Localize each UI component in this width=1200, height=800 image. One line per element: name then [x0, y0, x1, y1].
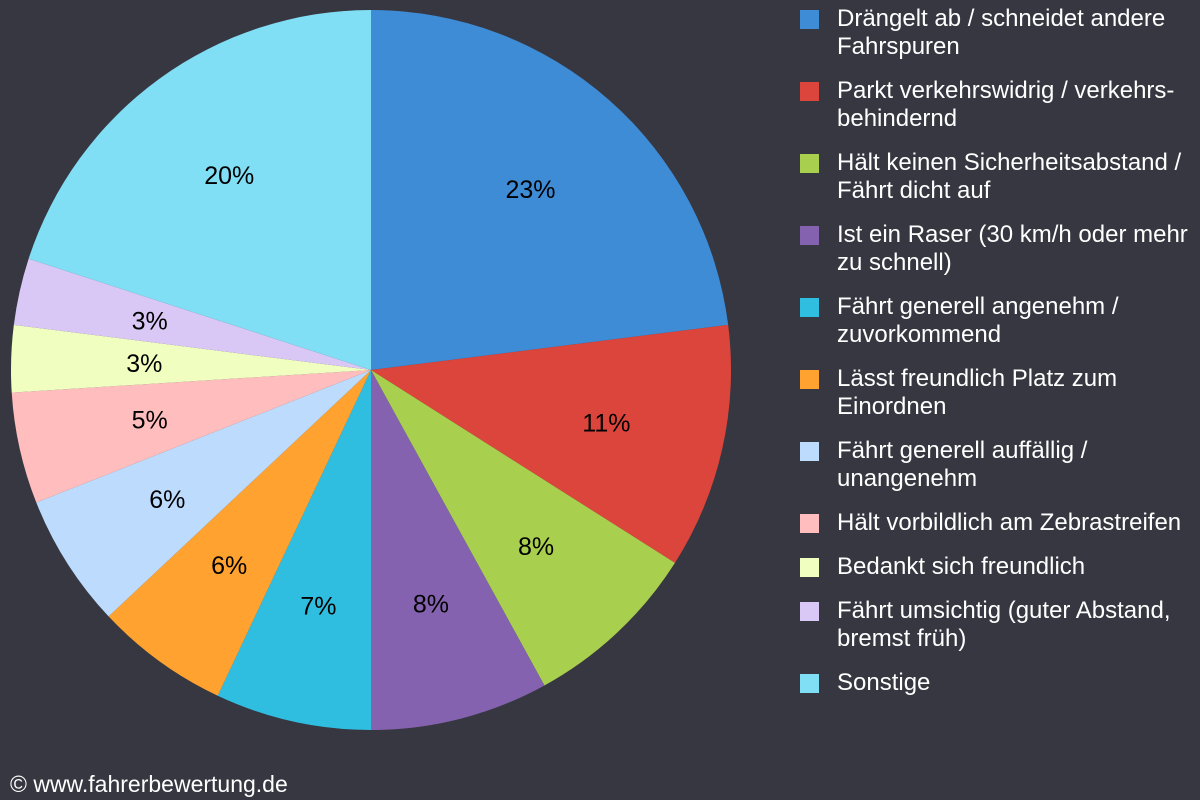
- pie-slice: [28, 10, 371, 370]
- legend-swatch: [800, 370, 819, 389]
- legend-swatch: [800, 82, 819, 101]
- slice-value-label: 3%: [132, 308, 168, 336]
- pie-slice: [36, 370, 372, 617]
- legend-item: Hält vorbildlich am Zebrastreifen: [800, 509, 1190, 537]
- legend-swatch: [800, 226, 819, 245]
- pie-slice: [371, 370, 545, 730]
- legend-label: Drängelt ab / schneidet andere Fahrspure…: [837, 5, 1166, 60]
- legend-label: Bedankt sich freundlich: [837, 553, 1086, 580]
- legend-label: Lässt freundlich Platz zum Einordnen: [837, 365, 1118, 420]
- legend-item: Fährt umsichtig (guter Abstand, bremst f…: [800, 597, 1190, 653]
- legend-swatch: [800, 10, 819, 29]
- legend-swatch: [800, 674, 819, 693]
- pie-slice: [217, 370, 371, 730]
- legend-label: Sonstige: [837, 669, 931, 696]
- legend-swatch: [800, 514, 819, 533]
- slice-value-label: 7%: [300, 592, 336, 620]
- legend-label: Hält keinen Sicherheitsabstand / Fährt d…: [837, 149, 1182, 204]
- legend-label: Fährt umsichtig (guter Abstand, bremst f…: [837, 597, 1171, 652]
- pie-slice: [371, 324, 732, 563]
- legend-item: Fährt generell auffällig / unangenehm: [800, 437, 1190, 493]
- slice-value-label: 5%: [132, 406, 168, 434]
- legend-item: Ist ein Raser (30 km/h oder mehr zu schn…: [800, 221, 1190, 277]
- slice-value-label: 23%: [505, 176, 555, 204]
- slice-value-label: 11%: [582, 410, 630, 438]
- legend-item: Sonstige: [800, 669, 1190, 697]
- legend-label: Hält vorbildlich am Zebrastreifen: [837, 509, 1182, 536]
- slice-value-label: 6%: [149, 486, 185, 514]
- legend-item: Lässt freundlich Platz zum Einordnen: [800, 365, 1190, 421]
- legend-item: Parkt verkehrswidrig / verkehrs-behinder…: [800, 77, 1190, 133]
- legend-item: Hält keinen Sicherheitsabstand / Fährt d…: [800, 149, 1190, 205]
- pie-slice: [11, 324, 372, 393]
- legend-label: Fährt generell angenehm / zuvorkommend: [837, 293, 1119, 348]
- slice-value-label: 8%: [413, 591, 449, 619]
- legend-swatch: [800, 442, 819, 461]
- pie-slice: [13, 258, 371, 370]
- legend-item: Fährt generell angenehm / zuvorkommend: [800, 293, 1190, 349]
- slice-value-label: 6%: [211, 552, 247, 580]
- legend-swatch: [800, 298, 819, 317]
- legend-item: Drängelt ab / schneidet andere Fahrspure…: [800, 5, 1190, 61]
- slice-value-label: 20%: [204, 162, 254, 190]
- slice-value-label: 3%: [126, 350, 162, 378]
- legend-swatch: [800, 558, 819, 577]
- legend-swatch: [800, 154, 819, 173]
- pie-slice: [108, 370, 372, 696]
- legend: Drängelt ab / schneidet andere Fahrspure…: [800, 5, 1190, 713]
- pie-chart: 23% 11% 8% 8% 7% 6% 6% 5% 3% 3% 20%: [11, 10, 732, 730]
- pie-slice: [371, 10, 729, 370]
- legend-label: Parkt verkehrswidrig / verkehrs-behinder…: [837, 77, 1175, 132]
- legend-label: Ist ein Raser (30 km/h oder mehr zu schn…: [837, 221, 1188, 276]
- legend-swatch: [800, 602, 819, 621]
- footer-copyright: © www.fahrerbewertung.de: [10, 771, 288, 797]
- slice-value-label: 8%: [518, 533, 554, 561]
- legend-item: Bedankt sich freundlich: [800, 553, 1190, 581]
- legend-label: Fährt generell auffällig / unangenehm: [837, 437, 1088, 492]
- pie-slice: [371, 370, 675, 686]
- pie-slice: [11, 370, 371, 503]
